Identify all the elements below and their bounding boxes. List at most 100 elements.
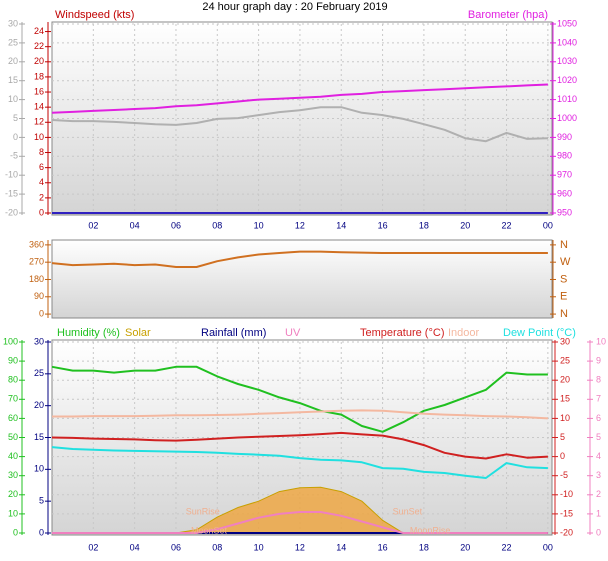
y-tick-label: 950: [557, 207, 572, 217]
x-tick-label: 10: [254, 542, 264, 552]
y-tick-label: 20: [34, 400, 44, 410]
x-tick-label: 02: [88, 220, 98, 230]
series-line: [52, 409, 548, 420]
y-tick-label: 60: [8, 413, 18, 423]
y-tick-label: 1050: [557, 18, 577, 28]
y-tick-label: 24: [34, 26, 44, 36]
y-tick-label: 0: [13, 132, 18, 142]
y-tick-label: 1010: [557, 94, 577, 104]
y-tick-label: 5: [596, 432, 601, 442]
y-tick-label: 15: [8, 75, 18, 85]
legend-label: Solar: [125, 327, 151, 339]
y-tick-label: 970: [557, 170, 572, 180]
y-tick-label: 0: [39, 308, 44, 318]
y-tick-label: 0: [39, 207, 44, 217]
legend-label: Rainfall (mm): [201, 327, 266, 339]
y-tick-label: 2: [596, 489, 601, 499]
y-tick-label: -15: [560, 508, 573, 518]
legend-label: Indoor: [448, 327, 480, 339]
y-tick-label: 10: [34, 464, 44, 474]
x-tick-label: 22: [502, 542, 512, 552]
y-tick-label: 0: [560, 451, 565, 461]
y-tick-label: 360: [29, 239, 44, 249]
legend-label: Temperature (°C): [360, 327, 444, 339]
y-tick-label: 18: [34, 71, 44, 81]
y-tick-label: 30: [34, 336, 44, 346]
y-tick-label: 30: [8, 470, 18, 480]
y-tick-label: -20: [560, 527, 573, 537]
y-tick-label: 40: [8, 451, 18, 461]
y-tick-label: 30: [560, 336, 570, 346]
y-tick-label: 80: [8, 375, 18, 385]
x-tick-label: 18: [419, 220, 429, 230]
x-tick-label: 00: [543, 542, 553, 552]
x-tick-label: 04: [130, 220, 140, 230]
y-tick-label: N: [560, 239, 568, 251]
y-tick-label: 15: [34, 432, 44, 442]
y-tick-label: 5: [13, 113, 18, 123]
y-tick-label: 5: [560, 432, 565, 442]
y-tick-label: 8: [39, 147, 44, 157]
chart-title: 24 hour graph day : 20 February 2019: [202, 1, 387, 13]
x-tick-label: 20: [460, 542, 470, 552]
x-tick-label: 10: [254, 220, 264, 230]
series-line: [51, 106, 548, 143]
y-tick-label: 50: [8, 432, 18, 442]
y-tick-label: -20: [5, 207, 18, 217]
legend-label: UV: [285, 327, 301, 339]
annotation: MoonSet: [191, 525, 228, 535]
y-tick-label: 20: [8, 56, 18, 66]
y-tick-label: 0: [39, 527, 44, 537]
y-tick-label: 6: [596, 413, 601, 423]
x-tick-label: 16: [378, 220, 388, 230]
y-tick-label: 20: [8, 489, 18, 499]
legend-label: Humidity (%): [57, 327, 120, 339]
y-tick-label: 90: [8, 355, 18, 365]
x-tick-label: 18: [419, 542, 429, 552]
y-tick-label: 30: [8, 18, 18, 28]
y-tick-label: 15: [560, 394, 570, 404]
y-tick-label: 1040: [557, 37, 577, 47]
x-tick-label: 00: [543, 220, 553, 230]
y-tick-label: 2: [39, 192, 44, 202]
x-tick-label: 08: [212, 220, 222, 230]
y-tick-label: 0: [13, 527, 18, 537]
annotation: SunSet: [393, 506, 423, 516]
y-tick-label: 70: [8, 394, 18, 404]
x-tick-label: 06: [171, 220, 181, 230]
y-tick-label: 1030: [557, 56, 577, 66]
y-tick-label: 12: [34, 117, 44, 127]
y-tick-label: 20: [34, 56, 44, 66]
series-line: [52, 511, 548, 534]
y-tick-label: 25: [560, 355, 570, 365]
y-tick-label: 4: [596, 451, 601, 461]
y-tick-label: 1020: [557, 75, 577, 85]
y-tick-label: 10: [596, 336, 606, 346]
x-tick-label: 04: [130, 542, 140, 552]
x-tick-label: 12: [295, 542, 305, 552]
x-tick-label: 20: [460, 220, 470, 230]
x-tick-label: 02: [88, 542, 98, 552]
annotation: SunRise: [186, 506, 220, 516]
y-tick-label: 10: [560, 413, 570, 423]
y-tick-label: 90: [34, 291, 44, 301]
y-tick-label: 980: [557, 151, 572, 161]
y-tick-label: 10: [8, 94, 18, 104]
x-tick-label: 16: [378, 542, 388, 552]
y-tick-label: 9: [596, 355, 601, 365]
y-tick-label: 7: [596, 394, 601, 404]
x-tick-label: 08: [212, 542, 222, 552]
x-tick-label: 12: [295, 220, 305, 230]
y-tick-label: -5: [10, 151, 18, 161]
series-line: [51, 250, 548, 268]
y-tick-label: 1000: [557, 113, 577, 123]
y-tick-label: 25: [8, 37, 18, 47]
y-tick-label: W: [560, 256, 571, 268]
y-tick-label: 8: [596, 375, 601, 385]
y-tick-label: 1: [596, 508, 601, 518]
y-tick-label: -5: [560, 470, 568, 480]
annotation: MoonRise: [410, 525, 451, 535]
y-tick-label: 22: [34, 41, 44, 51]
x-tick-label: 22: [502, 220, 512, 230]
